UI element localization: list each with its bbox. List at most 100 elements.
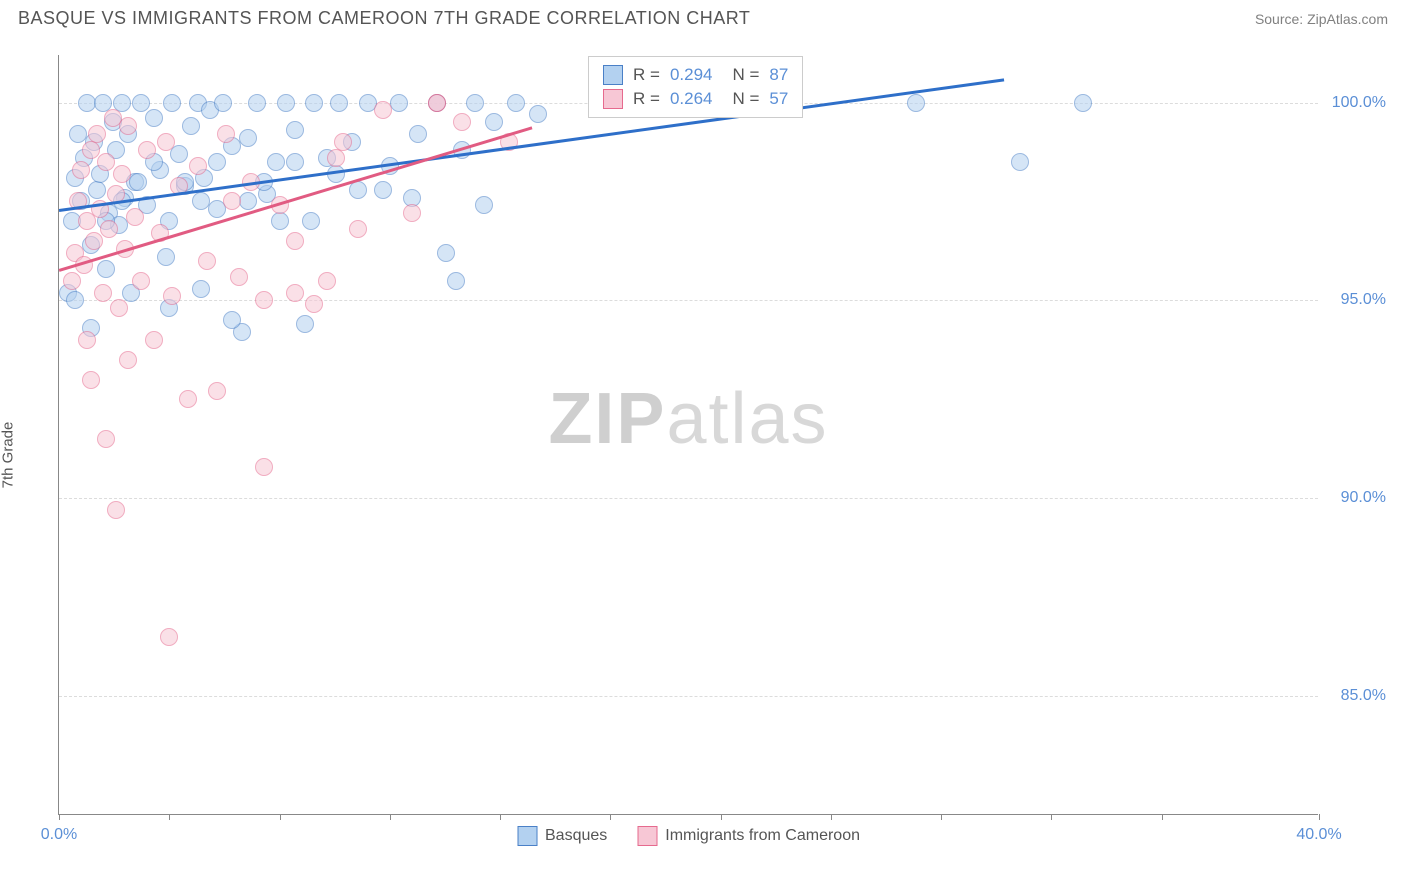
x-tick — [390, 814, 391, 820]
legend-item: Basques — [517, 826, 607, 846]
y-tick-label: 85.0% — [1326, 687, 1386, 705]
scatter-point — [113, 165, 131, 183]
r-label: R = — [633, 65, 660, 85]
n-label: N = — [732, 89, 759, 109]
scatter-point — [305, 295, 323, 313]
scatter-point — [110, 299, 128, 317]
scatter-point — [230, 268, 248, 286]
scatter-point — [214, 94, 232, 112]
x-tick — [721, 814, 722, 820]
plot-area: ZIPatlas 85.0%90.0%95.0%100.0%0.0%40.0%R… — [58, 55, 1318, 815]
scatter-point — [255, 458, 273, 476]
r-value: 0.294 — [670, 65, 713, 85]
scatter-point — [907, 94, 925, 112]
scatter-point — [82, 141, 100, 159]
watermark-bold: ZIP — [548, 379, 666, 459]
scatter-point — [145, 109, 163, 127]
scatter-point — [305, 94, 323, 112]
watermark-light: atlas — [666, 379, 828, 459]
scatter-point — [192, 192, 210, 210]
scatter-point — [239, 192, 257, 210]
x-tick — [610, 814, 611, 820]
scatter-point — [390, 94, 408, 112]
scatter-point — [271, 212, 289, 230]
n-value: 87 — [769, 65, 788, 85]
x-tick-label: 40.0% — [1296, 826, 1341, 844]
scatter-point — [437, 244, 455, 262]
y-tick-label: 100.0% — [1326, 94, 1386, 112]
legend-label: Immigrants from Cameroon — [665, 827, 860, 845]
r-label: R = — [633, 89, 660, 109]
scatter-point — [132, 272, 150, 290]
legend-swatch — [603, 65, 623, 85]
scatter-point — [277, 94, 295, 112]
n-label: N = — [732, 65, 759, 85]
scatter-point — [349, 220, 367, 238]
scatter-point — [66, 291, 84, 309]
scatter-point — [129, 173, 147, 191]
scatter-point — [189, 157, 207, 175]
scatter-point — [182, 117, 200, 135]
watermark: ZIPatlas — [548, 378, 828, 460]
scatter-point — [403, 204, 421, 222]
scatter-point — [160, 628, 178, 646]
scatter-point — [100, 220, 118, 238]
scatter-point — [239, 129, 257, 147]
x-tick — [280, 814, 281, 820]
scatter-point — [248, 94, 266, 112]
scatter-point — [223, 311, 241, 329]
scatter-point — [453, 113, 471, 131]
scatter-point — [82, 371, 100, 389]
y-tick-label: 95.0% — [1326, 291, 1386, 309]
x-tick — [500, 814, 501, 820]
scatter-point — [97, 430, 115, 448]
source-label: Source: ZipAtlas.com — [1255, 11, 1388, 27]
x-tick — [169, 814, 170, 820]
scatter-point — [132, 94, 150, 112]
scatter-point — [94, 284, 112, 302]
scatter-point — [198, 252, 216, 270]
stats-box: R =0.294N =87R =0.264N =57 — [588, 56, 803, 118]
scatter-point — [302, 212, 320, 230]
scatter-point — [78, 331, 96, 349]
scatter-point — [208, 153, 226, 171]
scatter-point — [85, 232, 103, 250]
scatter-point — [113, 94, 131, 112]
scatter-point — [163, 287, 181, 305]
scatter-point — [374, 101, 392, 119]
scatter-point — [296, 315, 314, 333]
scatter-point — [447, 272, 465, 290]
x-tick — [1319, 814, 1320, 820]
scatter-point — [334, 133, 352, 151]
stats-row: R = 0.294 N = 87 — [603, 63, 788, 87]
scatter-point — [119, 351, 137, 369]
scatter-point — [88, 181, 106, 199]
bottom-legend: Basques Immigrants from Cameroon — [517, 826, 860, 846]
scatter-point — [349, 181, 367, 199]
scatter-point — [107, 501, 125, 519]
scatter-point — [286, 153, 304, 171]
legend-label: Basques — [545, 827, 607, 845]
chart-title: BASQUE VS IMMIGRANTS FROM CAMEROON 7TH G… — [18, 8, 750, 29]
scatter-point — [88, 125, 106, 143]
scatter-point — [485, 113, 503, 131]
grid-line — [59, 696, 1318, 697]
scatter-point — [409, 125, 427, 143]
scatter-point — [330, 94, 348, 112]
scatter-point — [507, 94, 525, 112]
scatter-point — [374, 181, 392, 199]
scatter-point — [428, 94, 446, 112]
grid-line — [59, 498, 1318, 499]
scatter-point — [126, 208, 144, 226]
scatter-point — [255, 291, 273, 309]
scatter-point — [529, 105, 547, 123]
scatter-point — [286, 121, 304, 139]
grid-line — [59, 300, 1318, 301]
scatter-point — [475, 196, 493, 214]
scatter-point — [466, 94, 484, 112]
scatter-point — [97, 260, 115, 278]
scatter-point — [286, 284, 304, 302]
x-tick — [1162, 814, 1163, 820]
legend-swatch — [603, 89, 623, 109]
scatter-point — [63, 272, 81, 290]
